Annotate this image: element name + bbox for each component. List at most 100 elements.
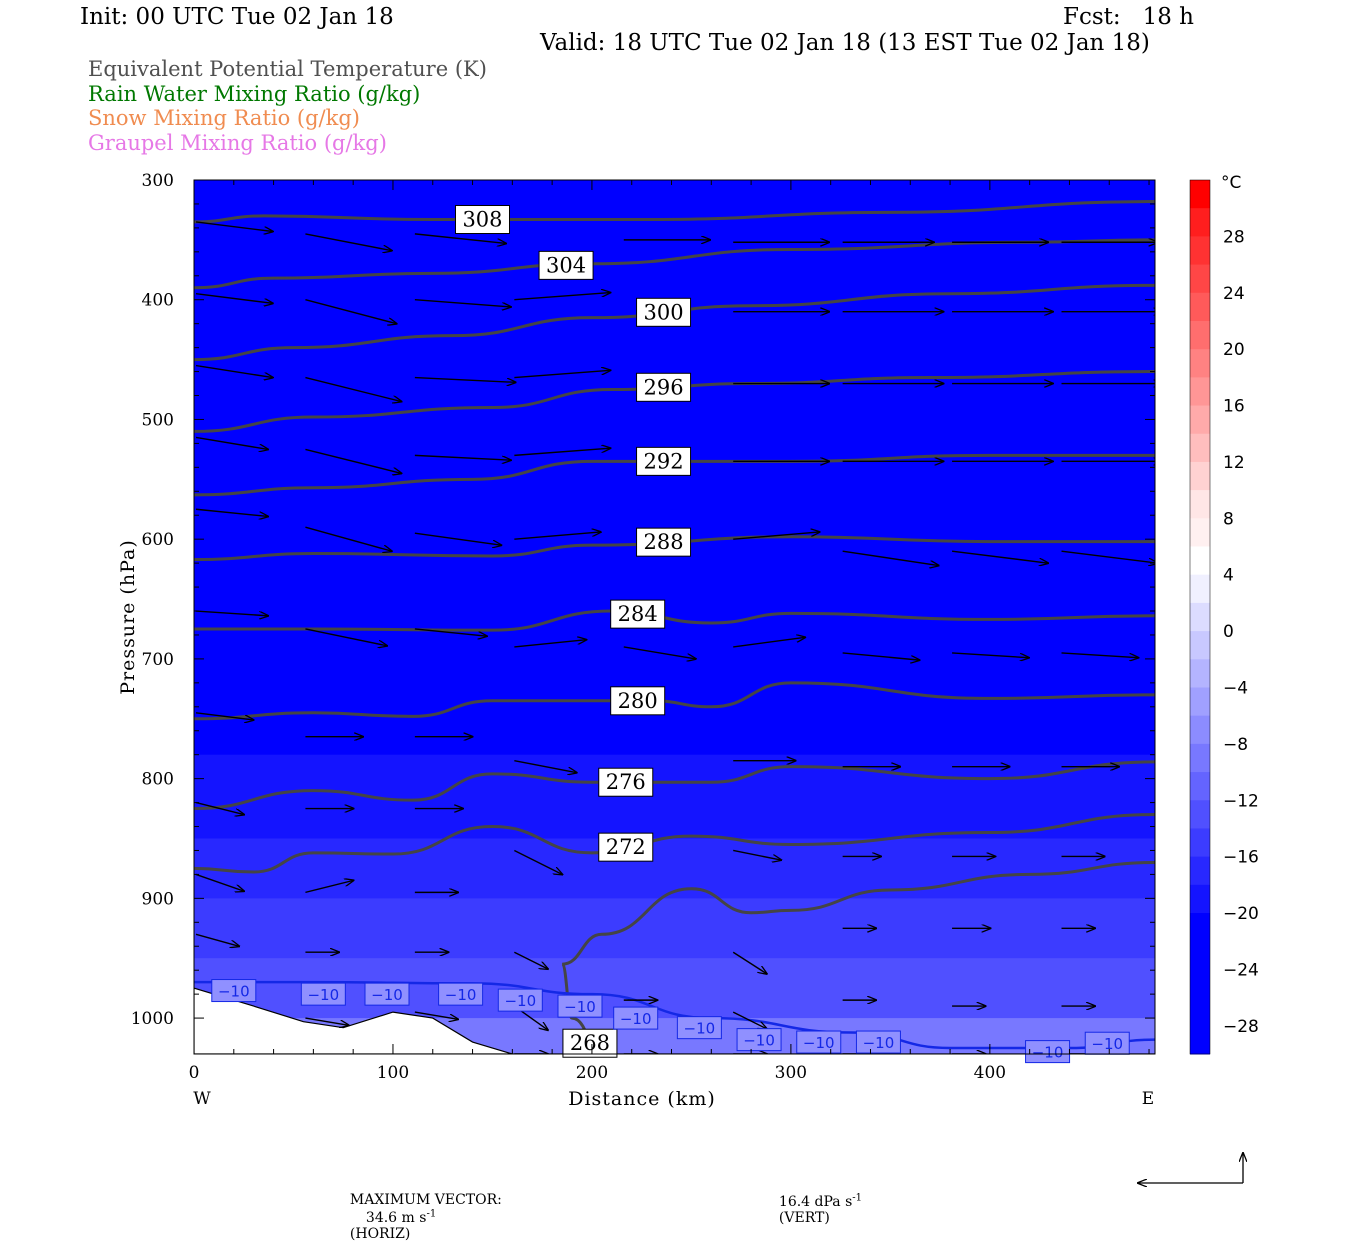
legend-theta-e: Equivalent Potential Temperature (K): [88, 57, 487, 81]
reference-vector: [1138, 1153, 1243, 1183]
x-tick-label: 100: [377, 1063, 409, 1083]
isotherm-label: −10: [504, 992, 536, 1010]
wind-vector: [514, 759, 576, 773]
theta-e-label-box: [636, 372, 692, 402]
max-vector-label: MAXIMUM VECTOR:: [349, 1192, 502, 1208]
theta-e-label-box: [598, 767, 654, 797]
colorbar-swatch: [1190, 208, 1210, 237]
y-tick-label: 500: [142, 410, 174, 430]
wind-vector: [305, 233, 391, 251]
isotherm-label-box: [300, 982, 346, 1006]
theta-e-label-box: [636, 446, 692, 476]
colorbar-tick-label: −16: [1223, 848, 1259, 868]
theta-e-label-272: 272: [606, 835, 646, 859]
theta-e-label-box: [454, 205, 510, 235]
colorbar-swatch: [1190, 433, 1210, 463]
theta-e-label-box: [538, 250, 594, 280]
wind-vector: [195, 221, 273, 232]
y-tick-label: 1000: [131, 1009, 174, 1029]
colorbar-swatch: [1190, 715, 1210, 745]
isotherm-label: −10: [863, 1034, 895, 1052]
isotherm-label-box: [613, 1006, 659, 1030]
theta-e-label-268: 268: [570, 1031, 610, 1055]
colorbar-swatch: [1190, 913, 1210, 1055]
theta-e-contour-272: [194, 813, 1155, 874]
x-left-label: W: [193, 1089, 211, 1109]
theta-e-contour-292: [194, 453, 1155, 497]
wind-vector: [1061, 550, 1155, 563]
wind-vector: [414, 628, 487, 636]
wind-vector: [305, 376, 401, 402]
isotherm-label: −10: [620, 1010, 652, 1028]
colorbar-swatch: [1190, 772, 1210, 801]
axes: 300 400 500 600 700 800 900 1000 0 100 200 300 400: [131, 171, 1155, 1083]
legend-rain-water: Rain Water Mixing Ratio (g/kg): [88, 82, 421, 106]
valid-time: Valid: 18 UTC Tue 02 Jan 18 (13 EST Tue …: [540, 30, 1150, 56]
colorbar-swatch: [1190, 180, 1210, 209]
theta-e-label-296: 296: [644, 375, 684, 399]
colorbar-tick-label: −28: [1223, 1017, 1259, 1037]
colorbar-swatch: [1190, 461, 1210, 491]
wind-vector: [305, 628, 387, 646]
wind-vector: [195, 610, 268, 616]
wind-vectors: [195, 221, 1155, 1054]
colorbar-tick-label: −12: [1223, 791, 1259, 811]
isotherm-label: −10: [445, 986, 477, 1004]
isotherm-label-box: [796, 1030, 842, 1054]
temperature-band: [194, 754, 1155, 840]
colorbar-swatch: [1190, 828, 1210, 858]
wind-vector: [195, 436, 268, 449]
horiz-value: 34.6 m s-1: [365, 1208, 437, 1226]
wind-vector: [733, 849, 781, 860]
wind-vector: [842, 652, 920, 660]
x-right-label: E: [1142, 1089, 1154, 1109]
wind-vector: [195, 712, 254, 720]
theta-e-label-308: 308: [462, 208, 502, 232]
isotherm-label: −10: [371, 986, 403, 1004]
x-tick-label: 400: [974, 1063, 1006, 1083]
wind-vector: [514, 640, 586, 648]
wind-vector: [414, 376, 516, 383]
wind-vector: [952, 652, 1029, 658]
isotherm-label-box: [211, 979, 257, 1003]
isotherm-label-box: [855, 1030, 901, 1054]
colorbar-tick-label: −24: [1223, 960, 1259, 980]
colorbar-swatch: [1190, 236, 1210, 266]
colorbar-swatch: [1190, 743, 1210, 773]
colorbar-swatch: [1190, 518, 1210, 548]
contour-labels: 308 304 300 296 292 288 284 280 276 272 268 −10 −10 −…: [211, 205, 1130, 1064]
theta-e-contour-308: [194, 200, 1155, 224]
isotherm-label-box: [364, 982, 410, 1006]
temperature-band: [194, 958, 1155, 1020]
wind-vector: [195, 873, 244, 891]
wind-vector: [414, 532, 501, 545]
colorbar-frame: [1189, 179, 1211, 1055]
wind-vector: [842, 550, 939, 565]
wind-vector: [514, 532, 600, 540]
wind-vector: [305, 448, 401, 473]
isotherm-label: −10: [803, 1034, 835, 1052]
wind-vector: [195, 801, 244, 815]
colorbar-swatch: [1190, 292, 1210, 322]
y-tick-label: 800: [142, 770, 174, 790]
colorbar-swatch: [1190, 377, 1210, 407]
legend-graupel: Graupel Mixing Ratio (g/kg): [88, 131, 387, 155]
colorbar-tick-label: −20: [1223, 904, 1259, 924]
wind-vector: [305, 299, 396, 324]
isotherm-label-box: [438, 982, 484, 1006]
forecast-hour: Fcst: 18 h: [1063, 4, 1194, 30]
y-tick-label: 400: [142, 291, 174, 311]
legend-snow: Snow Mixing Ratio (g/kg): [88, 106, 360, 130]
vert-tag: (VERT): [778, 1209, 830, 1226]
colorbar-swatch: [1190, 800, 1210, 829]
colorbar-swatch: [1190, 602, 1210, 632]
colorbar-swatch: [1190, 687, 1210, 717]
colorbar-tick-label: 0: [1223, 622, 1234, 642]
x-axis-title: Distance (km): [568, 1088, 716, 1110]
colorbar-tick-label: 8: [1223, 509, 1234, 529]
colorbar-tick-label: 4: [1223, 566, 1234, 586]
y-axis-title: Pressure (hPa): [117, 539, 139, 695]
wind-vector: [305, 1017, 348, 1025]
footer-max-vector: MAXIMUM VECTOR: 34.6 m s-1 (HORIZ): [341, 1176, 502, 1242]
